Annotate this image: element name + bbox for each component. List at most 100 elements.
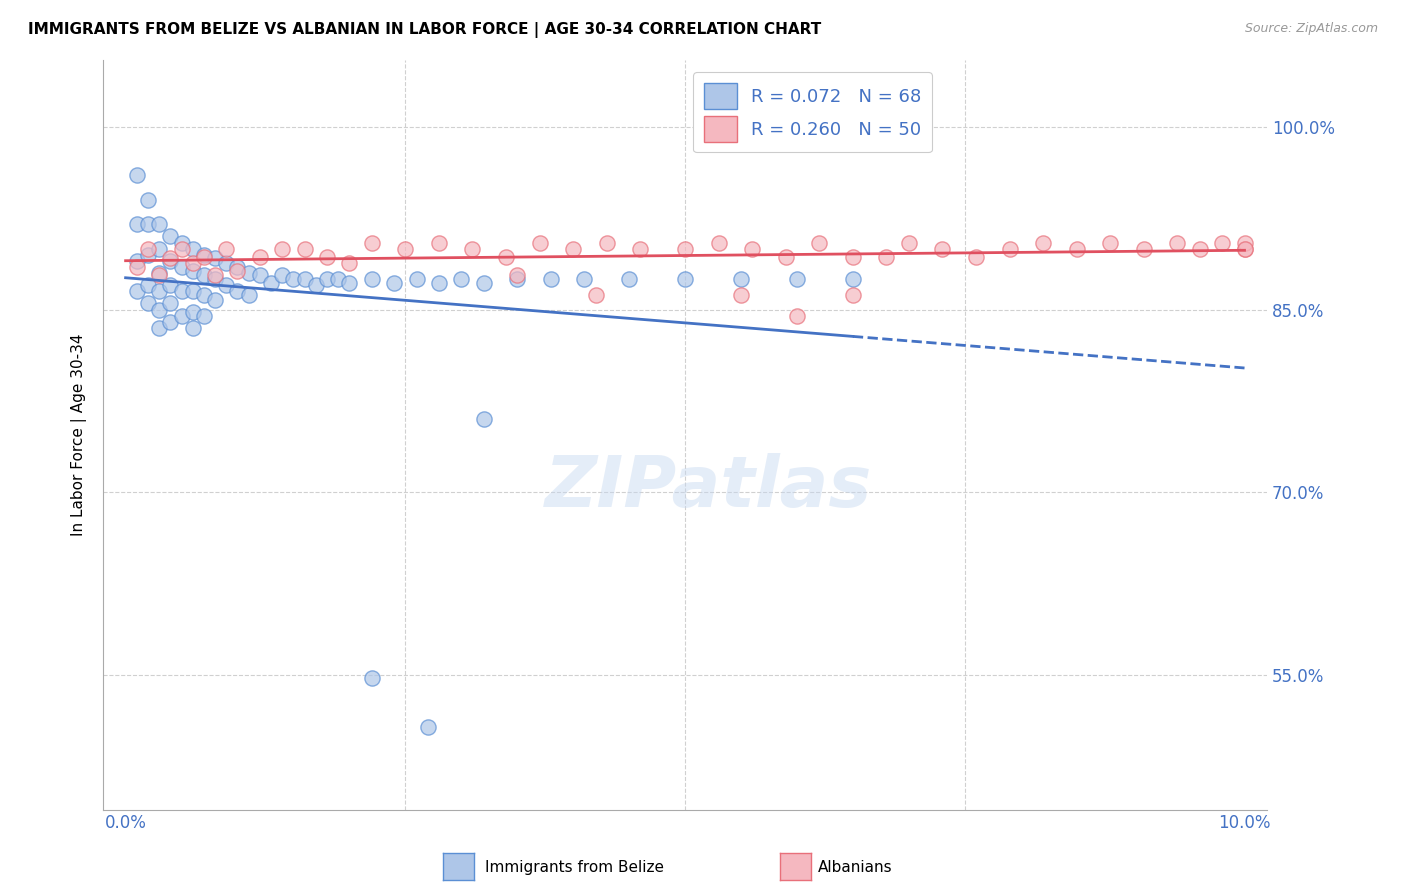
Point (238, 288, 260, 302)
Point (1133, 242, 1156, 256)
Point (596, 235, 619, 250)
Text: ZIPatlas: ZIPatlas (544, 452, 872, 522)
Point (294, 242, 316, 256)
Point (159, 253, 181, 268)
Text: Immigrants from Belize: Immigrants from Belize (485, 860, 664, 874)
Point (786, 272, 808, 286)
Point (775, 250, 797, 264)
Point (506, 272, 529, 286)
Point (1233, 242, 1256, 256)
Point (159, 278, 181, 293)
Point (842, 250, 865, 264)
Point (294, 272, 316, 286)
Text: IMMIGRANTS FROM BELIZE VS ALBANIAN IN LABOR FORCE | AGE 30-34 CORRELATION CHART: IMMIGRANTS FROM BELIZE VS ALBANIAN IN LA… (28, 22, 821, 38)
Point (170, 285, 193, 299)
Point (450, 272, 472, 286)
Point (215, 242, 238, 256)
Point (405, 272, 427, 286)
Point (382, 276, 405, 290)
Point (204, 252, 226, 266)
Point (215, 278, 238, 293)
Point (170, 242, 193, 256)
Point (193, 268, 215, 283)
Point (673, 242, 696, 256)
Point (1188, 242, 1211, 256)
Point (271, 242, 294, 256)
Point (136, 193, 159, 207)
Point (707, 235, 730, 250)
Point (204, 272, 226, 286)
Point (562, 242, 585, 256)
Point (193, 250, 215, 264)
Point (181, 263, 204, 277)
Point (1032, 235, 1054, 250)
Text: Albanians: Albanians (818, 860, 893, 874)
Point (808, 235, 831, 250)
Point (204, 268, 226, 283)
Point (337, 256, 360, 270)
Point (181, 242, 204, 256)
Point (249, 250, 271, 264)
Point (181, 285, 204, 299)
Point (148, 285, 170, 299)
Point (529, 235, 551, 250)
Point (786, 309, 808, 323)
Point (159, 252, 181, 266)
Point (842, 288, 865, 302)
Point (1233, 242, 1256, 256)
Point (585, 288, 607, 302)
Point (617, 272, 640, 286)
Point (136, 278, 159, 293)
Point (148, 266, 170, 280)
Point (337, 276, 360, 290)
Point (965, 250, 987, 264)
Point (148, 268, 170, 283)
Point (159, 315, 181, 329)
Point (136, 296, 159, 310)
Point (472, 276, 495, 290)
Point (730, 272, 752, 286)
Legend: R = 0.072   N = 68, R = 0.260   N = 50: R = 0.072 N = 68, R = 0.260 N = 50 (693, 72, 932, 153)
Point (897, 235, 920, 250)
Point (673, 272, 696, 286)
Point (427, 276, 450, 290)
Point (316, 272, 339, 286)
Point (159, 296, 181, 310)
Point (136, 242, 159, 256)
Point (472, 412, 495, 426)
Point (148, 302, 170, 317)
Point (170, 309, 193, 323)
Point (1066, 242, 1088, 256)
Point (461, 242, 484, 256)
Point (574, 272, 596, 286)
Point (204, 293, 226, 307)
Point (394, 242, 416, 256)
Point (495, 250, 517, 264)
Point (148, 217, 170, 231)
Point (148, 321, 170, 335)
Point (730, 288, 752, 302)
Point (305, 278, 328, 293)
Point (125, 285, 148, 299)
Point (181, 321, 204, 335)
Point (125, 169, 148, 183)
Point (540, 272, 562, 286)
Point (875, 250, 897, 264)
Point (125, 253, 148, 268)
Point (136, 217, 159, 231)
Point (260, 276, 283, 290)
Point (181, 305, 204, 319)
Point (1099, 235, 1122, 250)
Point (125, 217, 148, 231)
Point (136, 248, 159, 262)
Point (249, 268, 271, 283)
Point (170, 260, 193, 274)
Point (125, 260, 148, 274)
Point (741, 242, 763, 256)
Point (360, 671, 382, 685)
Point (226, 263, 249, 277)
Point (1233, 235, 1256, 250)
Point (931, 242, 953, 256)
Point (238, 266, 260, 280)
Point (506, 268, 529, 283)
